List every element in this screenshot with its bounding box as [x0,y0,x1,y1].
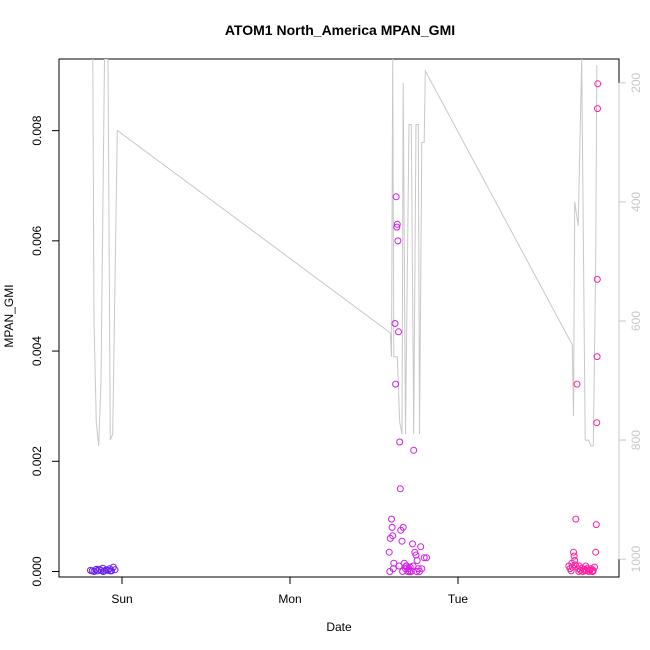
data-point [389,532,397,540]
y-axis-label: MPAN_GMI [2,284,16,347]
data-point [573,380,581,388]
data-point [388,523,396,531]
data-point [406,568,414,575]
axes-layer: Sun Mon Tue 0.000 0.002 0.004 0.006 0.008 200 400… [30,72,643,606]
data-point [395,562,403,570]
data-point [111,566,119,574]
data-point [389,565,397,573]
data-point [592,521,600,529]
data-point [591,563,598,571]
data-point [568,559,576,567]
plot-frame [58,58,620,578]
data-point [399,523,407,531]
points-layer [87,80,602,575]
y2-tick-label: 400 [629,192,643,212]
y2-tick-label: 800 [629,430,643,450]
data-point [396,485,404,493]
y-tick-label: 0.006 [30,226,44,256]
data-point [570,548,577,556]
y-tick-label: 0.002 [30,446,44,476]
series-2 [385,193,430,575]
x-tick-label: Mon [278,592,301,606]
data-point [589,568,597,575]
data-point [409,540,416,548]
line-series-layer [92,59,598,447]
data-point [418,565,426,573]
data-point [106,567,114,575]
data-point [392,380,400,388]
data-point [594,105,601,113]
series-3 [565,80,602,575]
data-point [572,515,580,523]
data-point [396,438,404,446]
data-point [417,543,425,551]
data-point [582,562,590,570]
data-point [593,419,601,427]
series-1 [87,563,119,575]
y-tick-label: 0.008 [30,115,44,145]
data-point [413,557,421,564]
x-axis-label: Date [326,620,352,634]
data-point [395,328,402,336]
data-point [92,565,100,573]
data-point [420,554,428,562]
data-point [391,320,399,327]
y2-tick-label: 600 [629,311,643,331]
data-point [410,446,418,454]
chart-title: ATOM1 North_America MPAN_GMI [225,22,455,38]
data-point [584,564,591,572]
data-point [570,552,578,560]
data-point [392,193,400,201]
y2-tick-label: 200 [629,72,643,92]
y-tick-label: 0.004 [30,336,44,366]
data-point [399,568,407,575]
data-point [393,223,401,231]
data-point [575,568,583,575]
data-point [594,80,602,88]
y-tick-label: 0.000 [30,556,44,586]
x-tick-label: Tue [448,592,469,606]
data-point [593,275,601,283]
data-point [593,353,601,361]
data-point [413,568,421,575]
data-point [385,548,393,556]
data-point [99,568,107,575]
data-point [388,515,395,523]
data-point [592,548,600,556]
data-point [409,562,417,570]
x-tick-label: Sun [111,592,132,606]
data-point [423,554,430,562]
data-point [398,537,406,545]
data-point [402,562,410,570]
y2-tick-label: 1000 [629,545,643,572]
data-point [394,237,402,245]
line-series [92,59,598,447]
data-point [567,567,575,575]
data-point [393,220,401,228]
